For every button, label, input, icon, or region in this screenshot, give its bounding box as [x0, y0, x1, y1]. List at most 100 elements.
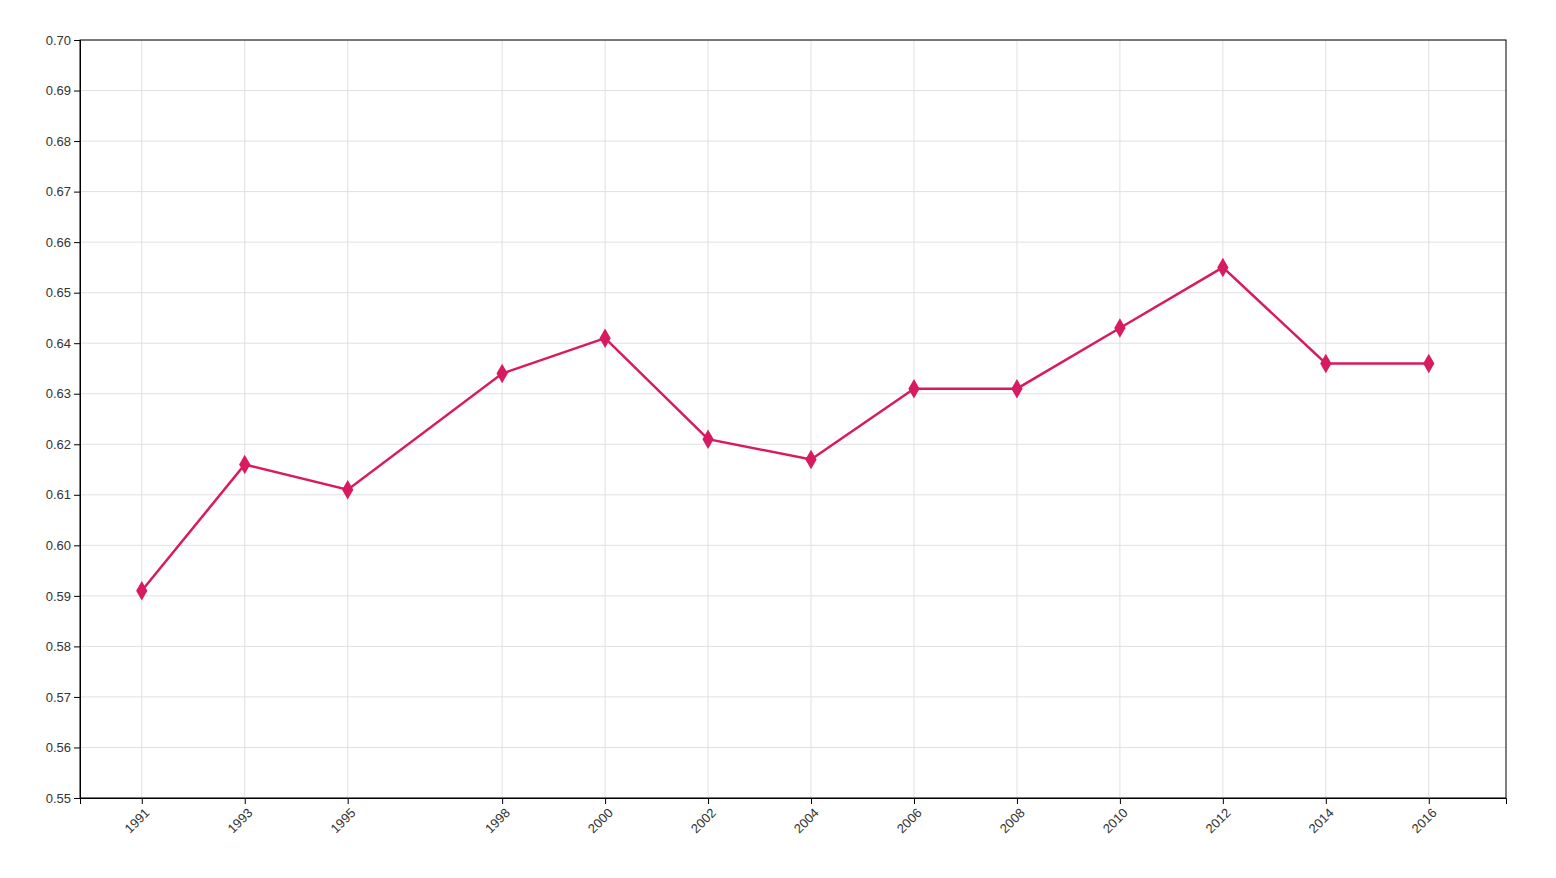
plot: 1991 1993 1995 1998 2000 2002 2004 2006 2008 2010… [46, 33, 1507, 836]
y-tick: 0.67 [46, 184, 80, 199]
y-tick-label: 0.58 [46, 639, 71, 654]
y-tick: 0.70 [46, 33, 80, 48]
x-grid-line [1016, 40, 1017, 798]
x-tick: 2008 [997, 798, 1028, 836]
point [497, 364, 508, 384]
x-tick-mark [348, 798, 349, 804]
x-tick-mark [1223, 798, 1224, 804]
y-tick: 0.57 [46, 690, 80, 705]
x-grid-line [502, 40, 503, 798]
chart: 1991 1993 1995 1998 2000 2002 2004 2006 2008 2010… [0, 0, 1556, 878]
line [142, 267, 1429, 590]
y-grid-line [80, 747, 1506, 748]
x-tick-mark [142, 798, 143, 804]
y-tick-label: 0.57 [46, 690, 71, 705]
x-grid-line [244, 40, 245, 798]
x-tick-label: 2006 [894, 805, 925, 836]
y-tick-label: 0.69 [46, 83, 71, 98]
x-tick-label: 2000 [585, 805, 616, 836]
x-tick-label: 1991 [122, 805, 153, 836]
y-grid-line [80, 191, 1506, 192]
y-tick-mark [74, 293, 80, 294]
y-tick-label: 0.63 [46, 386, 71, 401]
x-tick: 1998 [482, 798, 513, 836]
x-tick-label: 2010 [1100, 805, 1131, 836]
y-tick-label: 0.62 [46, 437, 71, 452]
x-tick-label: 1998 [482, 805, 513, 836]
y-grid-line [80, 444, 1506, 445]
x-tick-mark [502, 798, 503, 804]
x-grid-line [708, 40, 709, 798]
y-tick-label: 0.55 [46, 791, 71, 806]
y-grid-line [80, 141, 1506, 142]
x-axis: 1991 1993 1995 1998 2000 2002 2004 2006 2008 2010… [81, 798, 1507, 836]
y-tick-label: 0.59 [46, 589, 71, 604]
point [1423, 354, 1434, 374]
x-grid-line [347, 40, 348, 798]
x-tick-label: 2012 [1203, 805, 1234, 836]
y-tick: 0.69 [46, 83, 80, 98]
y-tick: 0.55 [46, 791, 80, 806]
y-grid-line [80, 242, 1506, 243]
x-tick: 2002 [688, 798, 719, 836]
x-grid-line [913, 40, 914, 798]
y-tick-label: 0.65 [46, 285, 71, 300]
x-tick: 2014 [1306, 798, 1337, 836]
point [1320, 354, 1331, 374]
y-tick: 0.59 [46, 589, 80, 604]
x-tick-label: 1995 [327, 805, 358, 836]
x-tick-mark [811, 798, 812, 804]
x-tick: 2012 [1203, 798, 1234, 836]
x-tick-mark [914, 798, 915, 804]
y-grid-line [80, 292, 1506, 293]
point [1114, 318, 1125, 338]
y-tick-label: 0.60 [46, 538, 71, 553]
y-grid-line [80, 343, 1506, 344]
y-tick-mark [74, 798, 80, 799]
y-grid-line [80, 494, 1506, 495]
x-tick-label: 2004 [791, 805, 822, 836]
point [1011, 379, 1022, 399]
y-grid-line [80, 696, 1506, 697]
y-tick: 0.62 [46, 437, 80, 452]
x-tick-mark [245, 798, 246, 804]
x-grid-line [1325, 40, 1326, 798]
y-tick-label: 0.61 [46, 487, 71, 502]
y-tick: 0.58 [46, 639, 80, 654]
y-tick-mark [74, 192, 80, 193]
y-tick-label: 0.66 [46, 235, 71, 250]
y-tick-mark [74, 343, 80, 344]
x-tick-label: 2016 [1409, 805, 1440, 836]
y-tick-mark [74, 141, 80, 142]
y-tick: 0.60 [46, 538, 80, 553]
plot-frame [80, 40, 1506, 798]
point [908, 379, 919, 399]
marks [136, 258, 1434, 601]
x-tick: 2000 [585, 798, 616, 836]
y-tick-label: 0.67 [46, 184, 71, 199]
y-tick-label: 0.56 [46, 740, 71, 755]
y-tick: 0.63 [46, 386, 80, 401]
x-tick-mark [1120, 798, 1121, 804]
x-tick: 1993 [225, 798, 256, 836]
point [702, 429, 713, 449]
x-grid-line [811, 40, 812, 798]
y-axis: 0.550.560.570.580.590.600.610.620.630.64… [46, 33, 81, 806]
point [239, 455, 250, 475]
x-axis-line [81, 799, 1507, 805]
grid [80, 40, 1506, 798]
x-tick: 1991 [122, 798, 153, 836]
x-tick-mark [605, 798, 606, 804]
x-tick-label: 1993 [225, 805, 256, 836]
y-grid-line [80, 545, 1506, 546]
y-grid-line [80, 393, 1506, 394]
y-tick-mark [74, 91, 80, 92]
y-tick-mark [74, 242, 80, 243]
y-tick: 0.61 [46, 487, 80, 502]
y-tick-mark [74, 596, 80, 597]
x-tick-label: 2014 [1306, 805, 1337, 836]
y-grid-line [80, 595, 1506, 596]
point [136, 581, 147, 601]
x-tick-mark [708, 798, 709, 804]
x-tick: 2006 [894, 798, 925, 836]
